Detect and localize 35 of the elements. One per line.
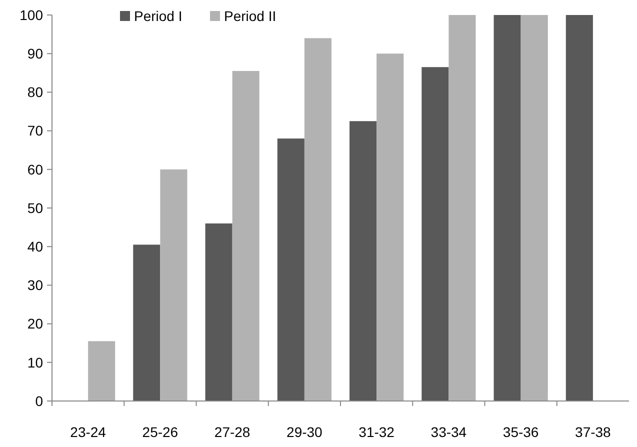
bar — [422, 67, 449, 401]
y-tick-label: 50 — [27, 200, 44, 216]
y-tick-label: 60 — [27, 161, 44, 178]
bar — [494, 15, 521, 401]
y-tick-label: 10 — [27, 354, 44, 370]
bar — [277, 138, 304, 401]
y-tick-label: 30 — [27, 277, 44, 294]
bar — [88, 341, 116, 401]
y-tick-label: 0 — [35, 392, 44, 409]
bar — [350, 121, 377, 401]
y-tick-label: 20 — [27, 316, 44, 332]
x-tick-label: 29-30 — [286, 424, 323, 440]
bar — [376, 54, 404, 401]
x-tick-label: 37-38 — [575, 424, 612, 440]
y-tick-label: 70 — [27, 122, 44, 139]
y-tick-label: 40 — [27, 238, 44, 254]
legend-label: Period I — [134, 8, 182, 24]
y-tick-label: 90 — [27, 46, 44, 62]
bar — [205, 223, 232, 401]
legend-label: Period II — [224, 8, 276, 24]
x-tick-label: 33-34 — [430, 424, 467, 440]
x-tick-label: 31-32 — [358, 424, 395, 440]
x-tick-label: 23-24 — [70, 424, 106, 440]
y-tick-label: 80 — [27, 84, 44, 100]
bar — [232, 70, 260, 401]
bar — [520, 15, 548, 401]
x-tick-label: 25-26 — [142, 424, 178, 440]
bar — [566, 15, 593, 401]
x-tick-label: 27-28 — [214, 424, 250, 440]
bar — [448, 15, 476, 401]
y-tick-label: 100 — [20, 6, 44, 23]
x-tick-label: 35-36 — [502, 424, 539, 440]
bar — [133, 244, 160, 401]
bar — [304, 38, 332, 401]
bar — [160, 169, 188, 401]
